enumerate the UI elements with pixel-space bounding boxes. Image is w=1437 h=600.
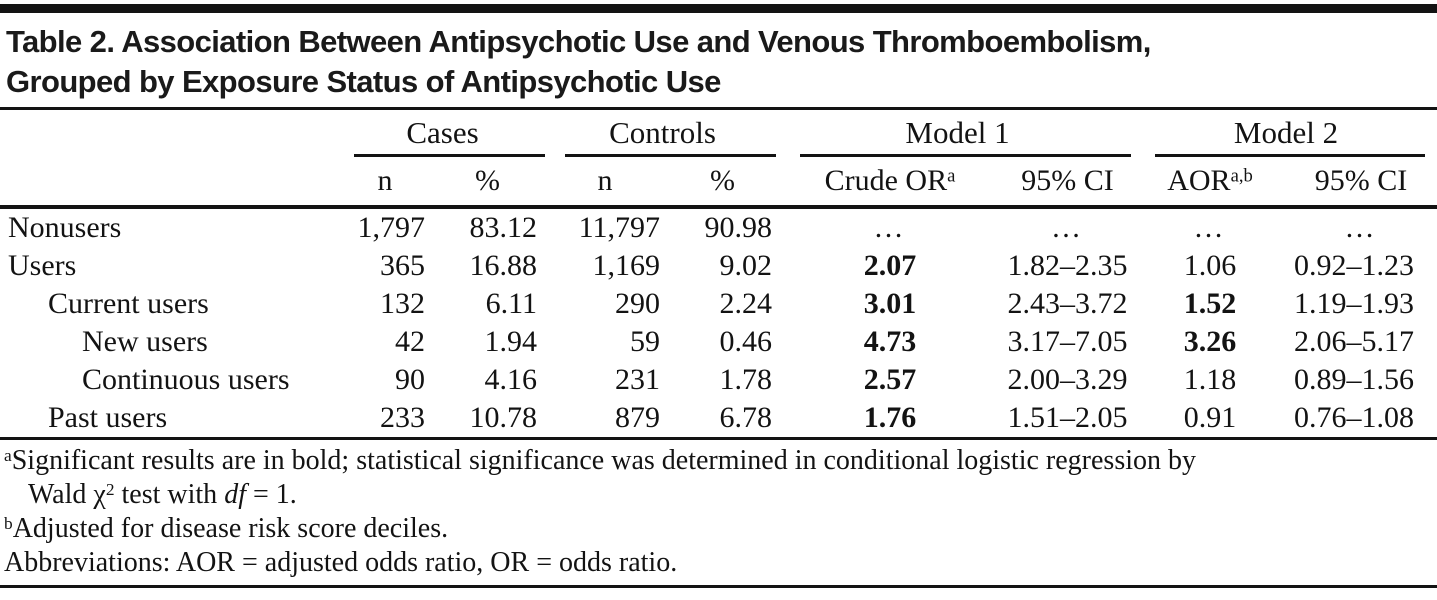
row-label: Current users — [48, 287, 209, 320]
footnote-marker-a: a — [947, 165, 956, 187]
abbreviations-line: Abbreviations: AOR = adjusted odds ratio… — [4, 547, 678, 578]
group-header-controls: Controls — [545, 116, 780, 157]
chi-squared-exponent: 2 — [105, 480, 115, 500]
footnote-b-marker: b — [4, 514, 13, 534]
ci2-cell: 0.76–1.08 — [1294, 401, 1414, 434]
controls-n-cell: 290 — [615, 287, 660, 320]
row-label: Past users — [48, 401, 168, 434]
controls-n-cell: 879 — [615, 401, 660, 434]
controls-pct-cell: 1.78 — [719, 363, 773, 396]
row-label: Continuous users — [82, 363, 290, 396]
cases-pct-cell: 83.12 — [469, 211, 538, 244]
crude-or-cell: 1.76 — [863, 401, 917, 434]
controls-spanner-rule — [565, 154, 776, 157]
aor-cell: 1.06 — [1183, 249, 1237, 282]
ci1-cell: 1.51–2.05 — [1007, 401, 1128, 434]
model1-spanner-rule — [800, 154, 1131, 157]
crude-or-cell: 3.01 — [863, 287, 917, 320]
controls-n-cell: 231 — [615, 363, 660, 396]
ci2-cell: … — [1344, 211, 1378, 244]
ci1-cell: … — [1051, 211, 1084, 244]
footnote-a-line2: Wald χ2 test with df = 1. — [28, 479, 297, 510]
controls-n-cell: 59 — [630, 325, 660, 358]
cases-n-cell: 42 — [395, 325, 425, 358]
column-header-crude-or: Crude ORa — [824, 164, 956, 197]
row-label: Nonusers — [8, 211, 122, 244]
ci2-cell: 1.19–1.93 — [1294, 287, 1414, 320]
rule-below-header — [0, 205, 1437, 209]
cases-pct-cell: 1.94 — [484, 325, 538, 358]
aor-cell: 1.52 — [1183, 287, 1237, 320]
group-header-model1: Model 1 — [780, 116, 1135, 157]
rule-below-title — [0, 107, 1437, 110]
ci1-cell: 2.43–3.72 — [1007, 287, 1128, 320]
cases-spanner-rule — [354, 154, 545, 157]
table-footnotes: aSignificant results are in bold; statis… — [0, 440, 1437, 580]
aor-cell: 0.91 — [1183, 401, 1237, 434]
cases-n-cell: 365 — [380, 249, 425, 282]
crude-or-cell: … — [873, 211, 907, 244]
row-label: Users — [8, 249, 77, 282]
cases-n-cell: 233 — [380, 401, 425, 434]
controls-n-cell: 11,797 — [578, 211, 660, 244]
ci2-cell: 0.92–1.23 — [1294, 249, 1414, 282]
table-title: Table 2. Association Between Antipsychot… — [6, 22, 1437, 102]
table-title-line2: Grouped by Exposure Status of Antipsycho… — [6, 64, 721, 99]
footnote-a-line1: aSignificant results are in bold; statis… — [4, 445, 1196, 476]
controls-pct-cell: 90.98 — [704, 211, 773, 244]
aor-cell: … — [1193, 211, 1227, 244]
controls-pct-cell: 0.46 — [719, 325, 773, 358]
rule-below-body — [0, 437, 1437, 440]
column-header-ci2: 95% CI — [1314, 164, 1408, 197]
cases-pct-cell: 16.88 — [469, 249, 538, 282]
controls-pct-cell: 6.78 — [719, 401, 773, 434]
table-row-past-users: Past users 233 10.78 879 6.78 1.76 1.51–… — [0, 399, 1437, 437]
group-header-cases: Cases — [340, 116, 545, 157]
column-header-controls-n: n — [597, 164, 613, 197]
top-border-bar — [0, 4, 1437, 13]
cases-n-cell: 90 — [395, 363, 425, 396]
controls-pct-cell: 2.24 — [719, 287, 773, 320]
bottom-border-rule — [0, 585, 1437, 588]
crude-or-cell: 2.07 — [863, 249, 917, 282]
crude-or-cell: 4.73 — [863, 325, 917, 358]
crude-or-cell: 2.57 — [863, 363, 917, 396]
table-row-new-users: New users 42 1.94 59 0.46 4.73 3.17–7.05… — [0, 323, 1437, 361]
model2-spanner-rule — [1155, 154, 1425, 157]
footnote-a-marker: a — [4, 446, 12, 466]
table-row-current-users: Current users 132 6.11 290 2.24 3.01 2.4… — [0, 285, 1437, 323]
row-label: New users — [82, 325, 208, 358]
cases-n-cell: 1,797 — [357, 211, 426, 244]
aor-cell: 1.18 — [1183, 363, 1237, 396]
aor-cell: 3.26 — [1183, 325, 1237, 358]
cases-pct-cell: 4.16 — [484, 363, 538, 396]
table-row-continuous-users: Continuous users 90 4.16 231 1.78 2.57 2… — [0, 361, 1437, 399]
footnote-marker-ab: a,b — [1230, 165, 1253, 187]
column-header-cases-pct: % — [475, 164, 500, 197]
table-row-users: Users 365 16.88 1,169 9.02 2.07 1.82–2.3… — [0, 247, 1437, 285]
ci1-cell: 3.17–7.05 — [1007, 325, 1128, 358]
table-column-header-row: n % n % Crude ORa 95% CI AORa,b 95% CI — [0, 157, 1437, 205]
table-row-nonusers: Nonusers 1,797 83.12 11,797 90.98 … … … … — [0, 209, 1437, 247]
column-header-controls-pct: % — [710, 164, 735, 197]
cases-n-cell: 132 — [380, 287, 425, 320]
controls-n-cell: 1,169 — [592, 249, 661, 282]
ci2-cell: 2.06–5.17 — [1294, 325, 1414, 358]
controls-pct-cell: 9.02 — [719, 249, 773, 282]
cases-pct-cell: 10.78 — [469, 401, 538, 434]
group-header-model2: Model 2 — [1135, 116, 1437, 157]
table-title-line1: Table 2. Association Between Antipsychot… — [6, 24, 1151, 59]
ci2-cell: 0.89–1.56 — [1294, 363, 1414, 396]
table-group-header-row: Cases Controls Model 1 Model 2 — [0, 110, 1437, 157]
ci1-cell: 1.82–2.35 — [1007, 249, 1128, 282]
footnote-b: bAdjusted for disease risk score deciles… — [4, 513, 449, 544]
df-italic: df — [224, 479, 246, 510]
column-header-ci1: 95% CI — [1021, 164, 1114, 197]
ci1-cell: 2.00–3.29 — [1007, 363, 1128, 396]
column-header-aor: AORa,b — [1167, 164, 1253, 197]
column-header-cases-n: n — [377, 164, 393, 197]
cases-pct-cell: 6.11 — [485, 287, 537, 320]
